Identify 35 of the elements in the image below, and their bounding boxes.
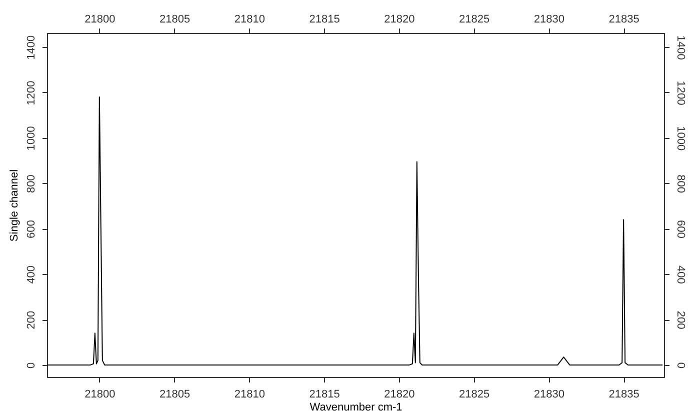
- y2-tick-label: 800: [674, 174, 686, 193]
- y-tick-label: 200: [26, 310, 38, 330]
- x-tick-label: 21815: [309, 14, 340, 26]
- y-tick-label: 1200: [26, 80, 38, 106]
- x-tick-label: 21825: [459, 14, 490, 26]
- x2-tick-label: 21810: [234, 388, 265, 400]
- y-tick-label: 1400: [26, 35, 38, 60]
- line-series: [46, 96, 663, 366]
- x2-tick-label: 21830: [534, 388, 564, 400]
- y-tick-label: 1000: [26, 126, 38, 151]
- x-tick-label: 21835: [608, 14, 640, 26]
- y-tick-label: 800: [26, 174, 38, 193]
- x2-tick-label: 21805: [159, 388, 190, 400]
- x-tick-label: 21810: [234, 14, 265, 26]
- y2-tick-label: 0: [674, 362, 686, 369]
- y-tick-label: 0: [26, 362, 38, 369]
- x2-tick-label: 21835: [608, 388, 640, 400]
- y2-tick-label: 1400: [674, 35, 686, 60]
- x-tick-label: 21805: [159, 14, 190, 26]
- x2-tick-label: 21815: [309, 388, 340, 400]
- y2-tick-label: 600: [674, 220, 686, 238]
- y-tick-label: 400: [26, 265, 38, 284]
- y2-tick-label: 1200: [674, 80, 686, 106]
- y2-tick-label: 1000: [674, 126, 686, 151]
- x-tick-label: 21800: [84, 14, 116, 26]
- y2-tick-label: 400: [674, 265, 686, 284]
- x-axis-title: Wavenumber cm-1: [310, 402, 402, 411]
- x2-tick-label: 21825: [459, 388, 490, 400]
- x2-tick-label: 21820: [384, 388, 415, 400]
- x2-tick-label: 21800: [84, 388, 116, 400]
- y2-tick-label: 200: [674, 310, 686, 330]
- y-axis-title: Single channel: [8, 169, 20, 242]
- y-tick-label: 600: [26, 220, 38, 238]
- x-tick-label: 21820: [384, 14, 415, 26]
- x-tick-label: 21830: [534, 14, 564, 26]
